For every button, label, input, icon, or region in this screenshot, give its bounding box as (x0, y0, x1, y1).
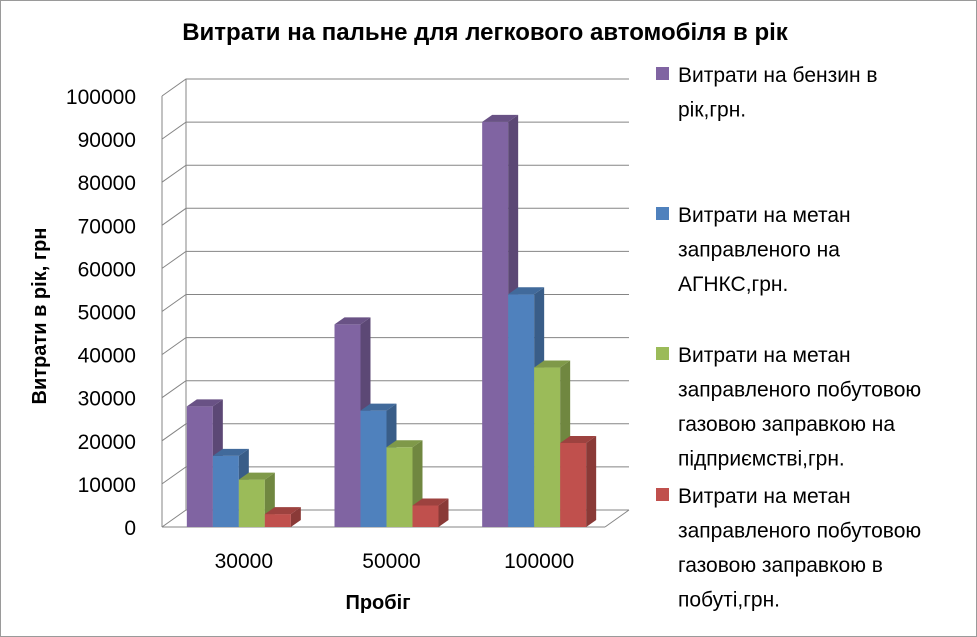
legend-item: Витрати на метан заправленого на АГНКС,грн… (656, 204, 851, 296)
gridline (161, 380, 629, 399)
gridline (161, 509, 629, 528)
legend-swatch (656, 488, 669, 501)
gridlines (161, 78, 629, 528)
y-tick-label: 80000 (78, 172, 136, 195)
y-tick-label: 70000 (78, 215, 136, 238)
gridline (161, 250, 629, 269)
x-tick-label: 50000 (362, 550, 420, 573)
y-tick-label: 60000 (78, 258, 136, 281)
legend-swatch (656, 207, 669, 220)
y-tick-label: 50000 (78, 302, 136, 325)
gridline (161, 337, 629, 356)
x-tick-label: 100000 (504, 550, 574, 573)
y-tick-label: 40000 (78, 345, 136, 368)
gridline (161, 207, 629, 226)
gridline (161, 423, 629, 442)
x-axis-title: Пробіг (345, 592, 410, 614)
bar (186, 399, 223, 527)
bars (186, 114, 597, 528)
legend-item: Витрати на метан заправленого побутовою га… (656, 344, 921, 471)
legend-label: Витрати на метан заправленого побутовою га… (678, 344, 921, 471)
legend-item: Витрати на метан заправленого побутовою га… (656, 485, 921, 612)
x-axis-ticks: 30000 50000 100000 (215, 550, 575, 573)
gridline (161, 294, 629, 312)
legend-label: Витрати на метан заправленого побутовою га… (678, 485, 921, 612)
legend-swatch (656, 347, 669, 360)
legend-label: Витрати на метан заправленого на АГНКС,грн… (678, 204, 851, 296)
y-tick-label: 0 (124, 517, 136, 540)
x-tick-label: 30000 (215, 550, 273, 573)
gridline (161, 164, 629, 183)
legend: Витрати на бензин в рік,грн. Витрати на ме… (656, 64, 921, 612)
legend-item: Витрати на бензин в рік,грн. (656, 64, 878, 122)
y-tick-label: 20000 (78, 431, 136, 454)
y-axis-title: Витрати в рік, грн (29, 228, 51, 405)
bar (264, 507, 301, 527)
legend-swatch (656, 67, 669, 80)
chart-title: Витрати на пальне для легкового автомобі… (182, 19, 789, 46)
gridline (161, 466, 629, 485)
bar (560, 435, 597, 527)
gridline (161, 78, 629, 97)
y-tick-label: 10000 (78, 474, 136, 497)
legend-label: Витрати на бензин в рік,грн. (678, 64, 878, 122)
gridline (161, 121, 629, 140)
y-axis-ticks: 0 10000 20000 30000 40000 50000 60000 70000 8000… (66, 86, 136, 540)
y-tick-label: 90000 (78, 129, 136, 152)
y-tick-label: 100000 (66, 86, 136, 109)
y-tick-label: 30000 (78, 388, 136, 411)
bar (412, 498, 449, 527)
